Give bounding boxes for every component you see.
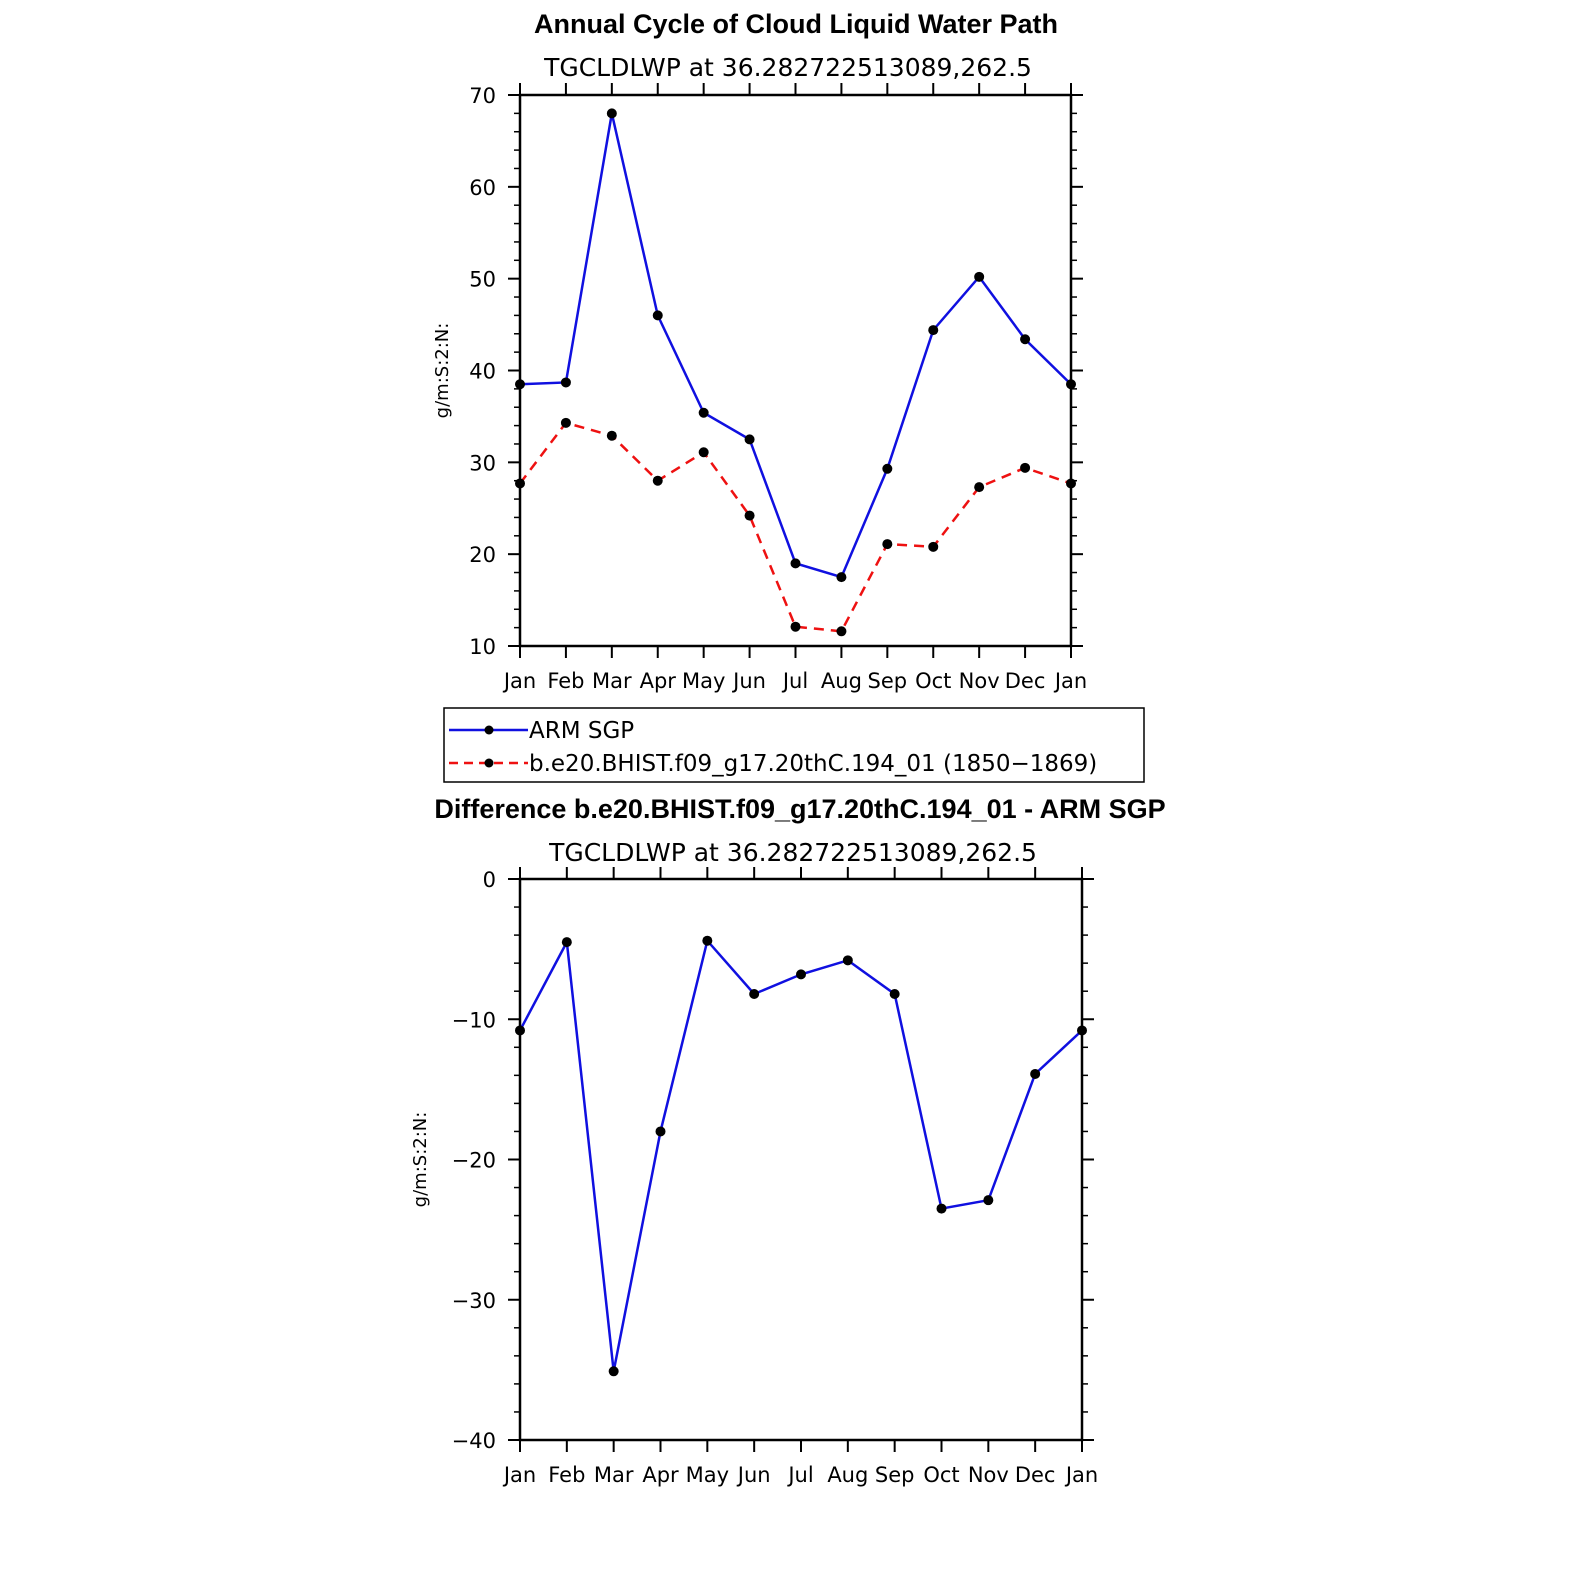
chart-1-x-tick-label: Aug: [821, 669, 862, 693]
chart-2-series-0-point: [936, 1203, 947, 1214]
chart-2-x-tick-label: Apr: [642, 1463, 679, 1487]
legend-marker-arm-sgp: [484, 725, 494, 735]
chart-1-y-axis-label: g/m:S:2:N:: [432, 323, 453, 419]
chart-1-series-1-point: [698, 447, 709, 458]
chart-1-series-0-point: [790, 558, 801, 569]
chart-2-y-tick-label: −30: [452, 1289, 496, 1313]
chart-2-series-0-point: [515, 1025, 525, 1036]
chart-1-series-1-point: [652, 475, 663, 486]
chart-1-x-tick-label: Mar: [592, 669, 632, 693]
chart-2-y-tick-label: −10: [452, 1008, 496, 1032]
chart-1-series-0-point: [744, 434, 755, 445]
chart-2-series-line-0: [518, 937, 1083, 1372]
chart-2-x-tick-label: Nov: [968, 1463, 1009, 1487]
chart-1-x-tick-label: Apr: [640, 669, 677, 693]
chart-2-series-0-point: [1030, 1068, 1041, 1079]
chart-1-series-1-point: [928, 541, 939, 552]
chart-1-series-0-point: [515, 379, 525, 390]
chart-1-series-0-point: [836, 572, 847, 583]
chart-1-x-tick-label: Jan: [502, 669, 536, 693]
chart-2-subtitle: TGCLDLWP at 36.282722513089,262.5: [548, 838, 1037, 867]
chart-1-series-1-point: [515, 478, 525, 489]
chart-1-series-1-point: [882, 539, 893, 550]
chart-1-series-1-point: [790, 621, 801, 632]
chart-1-series-0-point: [606, 108, 617, 119]
chart-2-y-tick-label: 0: [483, 868, 496, 892]
chart-1-y-tick-label: 30: [469, 451, 496, 475]
chart-1-y-tick-label: 60: [469, 176, 496, 200]
chart-2-plot: Jan Feb Mar Apr May Jun Jul Aug Sep Oct Nov Dec Jan−…: [410, 867, 1098, 1487]
chart-1-y-tick-label: 10: [469, 635, 496, 659]
chart-2-series-0-point: [702, 935, 713, 946]
chart-2-series-0-point: [842, 955, 853, 966]
chart-2-series-0-point: [983, 1195, 994, 1206]
chart-2-x-tick-label: Feb: [548, 1463, 585, 1487]
chart-1-y-tick-label: 50: [469, 268, 496, 292]
chart-1-series-0-point: [652, 310, 663, 321]
chart-2-plot-frame: [518, 877, 1084, 1442]
chart-2-x-tick-label: Sep: [875, 1463, 915, 1487]
chart-1-series-1-point: [1020, 462, 1031, 473]
chart-1-series-1-point: [560, 417, 571, 428]
chart-1-x-tick-label: Dec: [1005, 669, 1046, 693]
chart-2-y-tick-label: −40: [452, 1429, 496, 1453]
legend-marker-model: [484, 758, 494, 768]
chart-1-y-tick-label: 40: [469, 360, 496, 384]
chart-1-series-0-point: [1066, 379, 1076, 390]
chart-2-x-tick-label: Dec: [1015, 1463, 1056, 1487]
chart-1-series-1-point: [974, 482, 985, 493]
chart-1-y-tick-label: 20: [469, 543, 496, 567]
chart-2-y-tick-label: −20: [452, 1149, 496, 1173]
chart-2-x-tick-label: Mar: [594, 1463, 634, 1487]
chart-1-series-0-point: [560, 377, 571, 388]
chart-2-title: Difference b.e20.BHIST.f09_g17.20thC.194…: [434, 794, 1165, 824]
chart-2-series-0-point: [1077, 1025, 1087, 1036]
chart-1-series-0-point: [698, 407, 709, 418]
chart-1-series-0-point: [928, 325, 939, 336]
chart-2-x-tick-label: Oct: [923, 1463, 959, 1487]
chart-2-series-0-point: [749, 989, 760, 1000]
chart-1-x-tick-label: Jun: [731, 669, 766, 693]
chart-1-series-0-point: [882, 463, 893, 474]
chart-2-series-0-point: [796, 969, 806, 980]
chart-1-x-tick-label: Nov: [959, 669, 1000, 693]
chart-1-plot: Jan Feb Mar Apr May Jun Jul Aug Sep Oct Nov Dec Jan1…: [432, 83, 1087, 693]
chart-1-series-line-1: [519, 421, 1072, 633]
chart-1-series-1-point: [606, 430, 617, 441]
chart-1-x-tick-label: Sep: [868, 669, 908, 693]
chart-1-x-tick-label: Jul: [781, 669, 808, 693]
chart-1-series-line-0: [519, 113, 1072, 579]
chart-1-x-tick-label: Jan: [1053, 669, 1087, 693]
chart-2-x-tick-label: Jun: [736, 1463, 771, 1487]
chart-2-x-tick-label: Jan: [502, 1463, 536, 1487]
chart-2-series-0-point: [608, 1366, 619, 1377]
legend-label-arm-sgp: ARM SGP: [529, 718, 634, 744]
chart-1-x-tick-label: Feb: [547, 669, 584, 693]
chart-2-x-tick-label: May: [686, 1463, 729, 1487]
chart-2-x-tick-label: Aug: [827, 1463, 868, 1487]
chart-2-series-0-point: [889, 989, 900, 1000]
chart-2-series-0-point: [561, 937, 572, 948]
chart-1-series-0-point: [974, 271, 985, 282]
chart-2-x-tick-label: Jan: [1064, 1463, 1098, 1487]
chart-1-x-tick-label: May: [682, 669, 725, 693]
chart-1-legend: ARM SGP b.e20.BHIST.f09_g17.20thC.194_01…: [443, 707, 1145, 783]
chart-1-series-1-point: [744, 510, 755, 521]
chart-1-title: Annual Cycle of Cloud Liquid Water Path: [534, 9, 1058, 39]
chart-1-x-tick-label: Oct: [915, 669, 951, 693]
chart-1-y-tick-label: 70: [469, 84, 496, 108]
chart-2-series-0-point: [655, 1126, 666, 1137]
chart-2-y-axis-label: g/m:S:2:N:: [410, 1112, 431, 1208]
chart-2-x-tick-label: Jul: [786, 1463, 813, 1487]
chart-1-series-1-point: [1066, 478, 1076, 489]
legend-box: [443, 707, 1145, 783]
legend-label-model: b.e20.BHIST.f09_g17.20thC.194_01 (1850−1…: [529, 751, 1097, 777]
chart-1-series-0-point: [1020, 334, 1031, 345]
chart-1-subtitle: TGCLDLWP at 36.282722513089,262.5: [543, 53, 1032, 82]
chart-1-series-1-point: [836, 626, 847, 637]
